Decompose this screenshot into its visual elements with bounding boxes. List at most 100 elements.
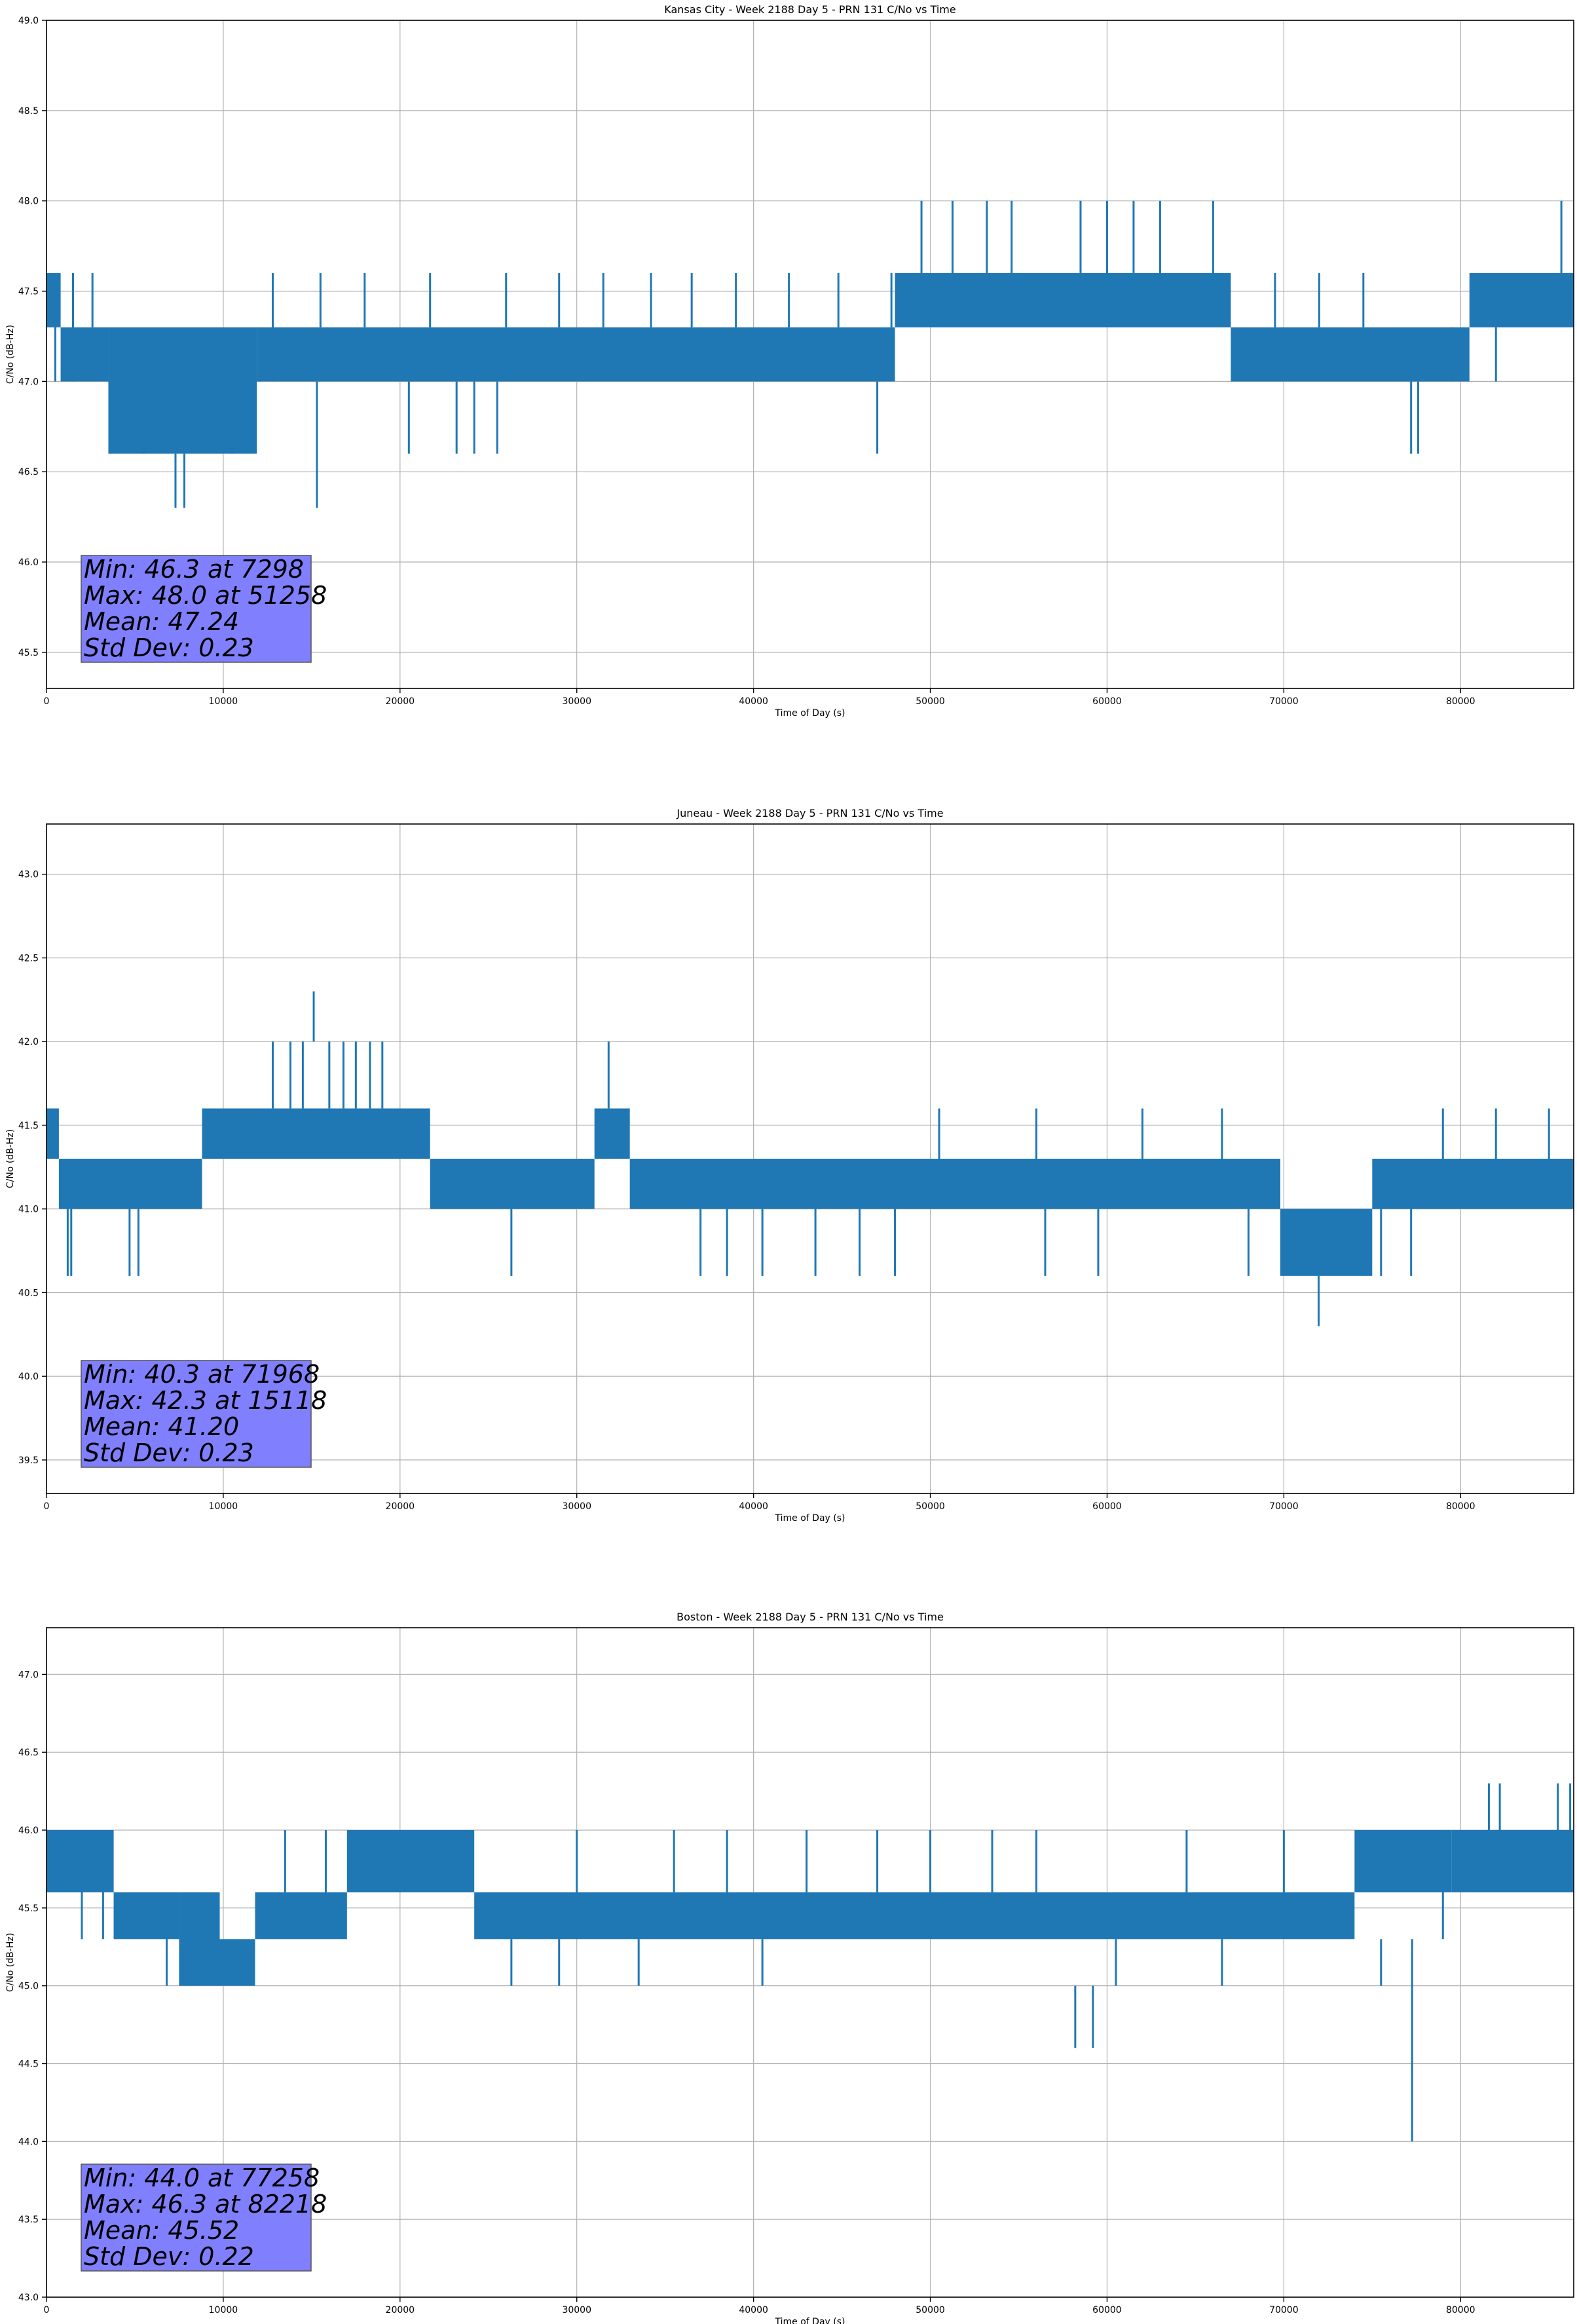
x-tick-label: 50000: [916, 696, 945, 707]
data-band: [1354, 1829, 1452, 1893]
data-band: [257, 327, 895, 382]
x-tick-label: 10000: [209, 1501, 238, 1512]
x-tick-label: 40000: [739, 2305, 768, 2315]
y-tick-label: 40.5: [18, 1288, 39, 1298]
y-tick-label: 44.5: [18, 2059, 39, 2069]
y-tick-label: 46.5: [18, 467, 39, 478]
x-tick-label: 60000: [1092, 2305, 1122, 2315]
y-tick-label: 42.5: [18, 953, 39, 964]
stats-box: [81, 555, 312, 663]
data-band: [58, 1159, 202, 1209]
x-tick-label: 0: [44, 2305, 50, 2315]
y-tick-label: 43.0: [18, 870, 39, 880]
data-band: [179, 1892, 220, 1986]
stats-line: Max: 46.3 at 82218: [84, 2190, 327, 2219]
y-tick-label: 47.0: [18, 1670, 39, 1680]
y-tick-label: 48.0: [18, 197, 39, 207]
chart-panel-3: 0 10000 20000 30000 40000 50000 60000 70000 8000…: [5, 1611, 1574, 2324]
x-tick-label: 80000: [1446, 1501, 1475, 1512]
data-band: [60, 327, 109, 382]
data-band: [430, 1159, 595, 1209]
stats-line: Mean: 45.52: [84, 2216, 239, 2245]
stats-line: Mean: 41.20: [84, 1412, 239, 1441]
x-tick-label: 60000: [1092, 1501, 1122, 1512]
data-band: [1231, 327, 1470, 382]
data-band: [1451, 1829, 1574, 1893]
axes-frame: [46, 20, 1574, 689]
series-line: [46, 1783, 1574, 2142]
y-tick-label: 46.0: [18, 1826, 39, 1836]
x-tick-label: 50000: [916, 2305, 945, 2315]
x-tick-label: 70000: [1269, 2305, 1299, 2315]
x-tick-label: 30000: [562, 696, 591, 707]
y-tick-label: 42.0: [18, 1037, 39, 1047]
data-band: [113, 1892, 179, 1940]
x-tick-label: 30000: [562, 1501, 591, 1512]
y-tick-label: 49.0: [18, 16, 39, 26]
y-axis-label: C/No (dB-Hz): [5, 1933, 16, 1992]
data-band: [255, 1892, 347, 1940]
data-band: [594, 1108, 630, 1159]
stats-line: Std Dev: 0.22: [84, 2242, 254, 2271]
y-tick-label: 45.5: [18, 648, 39, 658]
chart-title: Kansas City - Week 2188 Day 5 - PRN 131 …: [664, 3, 955, 16]
data-band: [108, 327, 257, 454]
x-tick-label: 0: [44, 1501, 50, 1512]
chart-title: Juneau - Week 2188 Day 5 - PRN 131 C/No …: [676, 807, 943, 819]
x-tick-label: 80000: [1446, 2305, 1475, 2315]
data-band: [346, 1829, 475, 1893]
series-line: [46, 991, 1574, 1326]
y-tick-label: 47.0: [18, 377, 39, 387]
x-tick-label: 40000: [739, 1501, 768, 1512]
chart-title: Boston - Week 2188 Day 5 - PRN 131 C/No …: [677, 1611, 944, 1623]
stats-line: Min: 40.3 at 71968: [84, 1360, 320, 1389]
stats-line: Std Dev: 0.23: [84, 1438, 254, 1467]
data-band: [895, 272, 1231, 328]
x-tick-label: 70000: [1269, 696, 1299, 707]
chart-panel-1: 0 10000 20000 30000 40000 50000 60000 70000 8000…: [5, 3, 1574, 719]
y-axis-label: C/No (dB-Hz): [5, 1129, 16, 1188]
data-band: [46, 272, 61, 328]
data-band: [202, 1108, 430, 1159]
y-tick-label: 43.0: [18, 2293, 39, 2303]
data-band: [46, 1108, 59, 1159]
x-tick-label: 10000: [209, 2305, 238, 2315]
y-tick-label: 45.5: [18, 1903, 39, 1914]
y-tick-label: 44.0: [18, 2137, 39, 2147]
y-tick-label: 39.5: [18, 1455, 39, 1466]
stats-line: Std Dev: 0.23: [84, 633, 254, 662]
data-band: [1372, 1159, 1574, 1209]
x-axis-label: Time of Day (s): [775, 708, 845, 719]
x-tick-label: 70000: [1269, 1501, 1299, 1512]
y-tick-label: 41.5: [18, 1121, 39, 1131]
stats-line: Max: 48.0 at 51258: [84, 581, 327, 610]
y-axis-label: C/No (dB-Hz): [5, 325, 16, 384]
stats-line: Max: 42.3 at 15118: [84, 1386, 327, 1415]
axes-frame: [46, 823, 1574, 1494]
y-tick-label: 41.0: [18, 1205, 39, 1215]
y-tick-label: 45.0: [18, 1981, 39, 1992]
x-tick-label: 80000: [1446, 696, 1475, 707]
y-tick-label: 40.0: [18, 1372, 39, 1382]
stats-line: Min: 44.0 at 77258: [84, 2164, 320, 2192]
x-axis-label: Time of Day (s): [775, 1513, 845, 1524]
x-tick-label: 30000: [562, 2305, 591, 2315]
y-tick-label: 46.5: [18, 1748, 39, 1758]
data-band: [219, 1939, 255, 1986]
stats-box: [81, 2164, 312, 2272]
x-axis-label: Time of Day (s): [775, 2317, 845, 2324]
data-band: [1280, 1209, 1373, 1276]
y-tick-label: 43.5: [18, 2215, 39, 2225]
y-tick-label: 47.5: [18, 287, 39, 297]
x-tick-label: 0: [44, 696, 50, 707]
chart-panel-2: 0 10000 20000 30000 40000 50000 60000 70000 8000…: [5, 807, 1574, 1524]
stats-line: Min: 46.3 at 7298: [84, 555, 304, 584]
x-tick-label: 40000: [739, 696, 768, 707]
series-line: [46, 200, 1574, 508]
y-tick-label: 48.5: [18, 106, 39, 117]
axes-frame: [46, 1627, 1574, 2298]
x-tick-label: 10000: [209, 696, 238, 707]
stats-box: [81, 1360, 312, 1468]
x-tick-label: 20000: [386, 2305, 415, 2315]
